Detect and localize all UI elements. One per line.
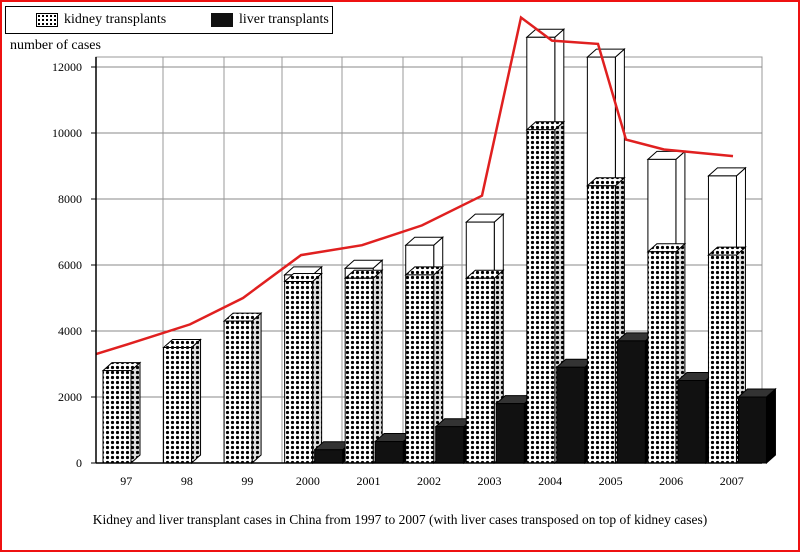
liver-bar-side	[765, 387, 776, 465]
kidney-bar	[222, 311, 263, 465]
transposed-total-bar	[707, 166, 747, 257]
kidney-bar	[404, 265, 445, 465]
kidney-bar-face	[707, 254, 737, 464]
kidney-bar-face	[223, 320, 253, 464]
legend-label-kidney: kidney transplants	[64, 12, 167, 27]
kidney-bar-face	[405, 274, 435, 464]
x-tick-label: 99	[241, 474, 253, 488]
x-tick-label: 2002	[417, 474, 441, 488]
y-tick-label: 10000	[52, 126, 82, 140]
x-tick-label: 2003	[478, 474, 502, 488]
transposed-total-bar	[586, 47, 626, 187]
transposed-total-bar-face	[647, 158, 677, 253]
kidney-bar-face	[647, 251, 677, 464]
x-tick-label: 2000	[296, 474, 320, 488]
legend-item-liver: liver transplants	[211, 12, 329, 28]
transposed-total-bar	[464, 212, 505, 280]
liver-bar-face	[737, 396, 767, 464]
kidney-bar-face	[163, 347, 193, 464]
legend-label-liver: liver transplants	[239, 12, 329, 27]
x-tick-label: 98	[181, 474, 193, 488]
kidney-bar-face	[526, 129, 556, 464]
transposed-total-bar-side	[735, 166, 746, 257]
y-tick-label: 0	[76, 456, 82, 470]
y-axis-title: number of cases	[10, 38, 101, 53]
kidney-bar	[343, 269, 384, 465]
x-tick-label: 2001	[356, 474, 380, 488]
x-tick-label: 2004	[538, 474, 562, 488]
kidney-bar-side	[130, 361, 141, 465]
kidney-bar-side	[372, 269, 383, 465]
transposed-total-bar-face	[526, 36, 556, 131]
transposed-total-bar	[646, 150, 687, 253]
kidney-bar-face	[102, 370, 132, 464]
y-tick-label: 8000	[58, 192, 82, 206]
x-tick-label: 2007	[720, 474, 744, 488]
liver-bar	[737, 387, 777, 465]
kidney-bar-face	[586, 185, 616, 464]
kidney-bar-side	[191, 338, 202, 465]
kidney-bar	[101, 361, 142, 465]
kidney-bar-face	[284, 281, 314, 464]
transposed-total-bar	[525, 28, 566, 131]
kidney-bar	[707, 245, 747, 465]
x-tick-label: 2005	[599, 474, 623, 488]
kidney-bar-side	[251, 311, 262, 465]
liver-bar-face	[435, 426, 465, 464]
y-tick-label: 12000	[52, 60, 82, 74]
kidney-bar-side	[312, 272, 323, 465]
legend: kidney transplants liver transplants	[5, 6, 333, 34]
kidney-bar	[283, 272, 323, 465]
kidney-bar-face	[344, 277, 374, 464]
kidney-swatch-icon	[36, 13, 58, 27]
y-tick-label: 2000	[58, 390, 82, 404]
liver-bar-face	[677, 380, 707, 464]
liver-bar-face	[495, 403, 525, 464]
trend-line	[95, 15, 734, 356]
y-tick-label: 6000	[58, 258, 82, 272]
kidney-bar	[162, 338, 202, 465]
transposed-total-bar-side	[554, 28, 565, 131]
transposed-total-bar-side	[493, 212, 504, 280]
liver-bar-face	[556, 366, 586, 464]
liver-swatch-icon	[211, 13, 233, 27]
legend-item-kidney: kidney transplants	[36, 12, 166, 28]
transposed-total-bar-side	[675, 150, 686, 253]
liver-bar-face	[616, 340, 646, 464]
x-tick-label: 97	[120, 474, 132, 488]
y-tick-label: 4000	[58, 324, 82, 338]
transposed-total-bar-face	[465, 221, 495, 279]
transposed-total-bar-face	[707, 175, 737, 256]
liver-bar-face	[374, 441, 404, 464]
chart-caption: Kidney and liver transplant cases in Chi…	[92, 512, 708, 527]
transposed-total-bar-face	[586, 56, 616, 187]
liver-bar-face	[314, 449, 344, 464]
kidney-bar-face	[465, 277, 495, 464]
x-tick-label: 2006	[659, 474, 683, 488]
